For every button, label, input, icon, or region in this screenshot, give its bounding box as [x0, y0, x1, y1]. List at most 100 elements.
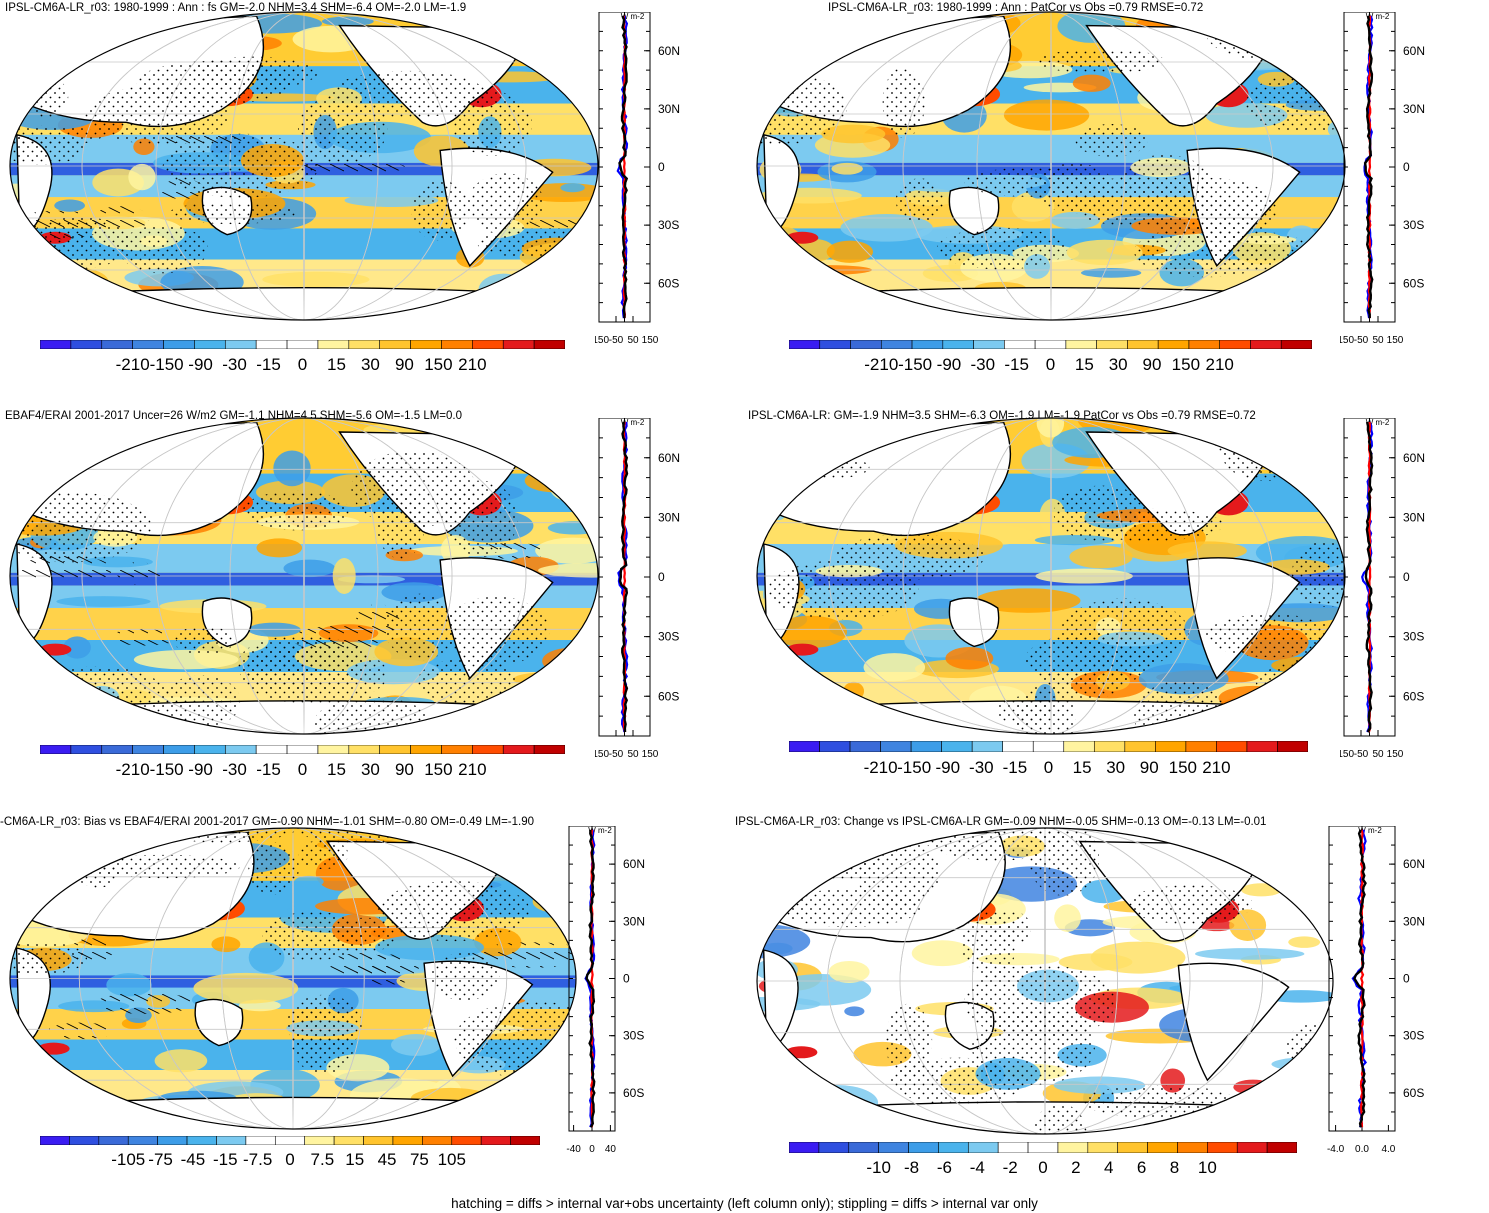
colorbar-label: -30	[969, 758, 994, 777]
map-border	[756, 827, 1334, 1135]
colorbar-swatch	[163, 340, 195, 349]
colorbar-swatch	[1032, 741, 1065, 752]
colorbar-label: 150	[1171, 355, 1201, 374]
panel-title: -CM6A-LR_r03: Bias vs EBAF4/ERAI 2001-20…	[0, 816, 535, 828]
continent-outline	[194, 998, 244, 1047]
colorbar-swatch	[911, 340, 944, 349]
colorbar-swatch	[1207, 1142, 1238, 1153]
world-map	[9, 11, 599, 321]
colorbar-swatch	[1188, 340, 1221, 349]
colorbar-label: 45	[377, 1150, 397, 1169]
panel-title: IPSL-CM6A-LR: GM=-1.9 NHM=3.5 SHM=-6.3 O…	[748, 410, 1256, 422]
colorbar-swatch	[194, 745, 226, 754]
profile-ytick: 30S	[623, 1029, 644, 1043]
profile-ytick: 60N	[1403, 44, 1425, 58]
colorbar-label: 150	[1168, 758, 1198, 777]
profile-ytick: 30S	[1403, 218, 1424, 232]
colorbar-swatch	[878, 1142, 909, 1153]
colorbar-swatch	[274, 1136, 306, 1145]
colorbar-swatch	[410, 340, 442, 349]
profile-xtick: 40	[605, 1144, 617, 1155]
colorbar-label: 0	[1038, 1158, 1048, 1177]
colorbar-swatch	[363, 1136, 394, 1145]
profile-xtick: 0.0	[1355, 1144, 1369, 1155]
colorbar-label: 30	[360, 760, 380, 779]
colorbar-label: 15	[327, 760, 346, 779]
profile-xtick: 150	[642, 749, 659, 760]
profile-ytick: 60N	[1403, 451, 1425, 465]
colorbar-swatch	[163, 745, 195, 754]
zonal-profile: -4.0 0.0 4.0 60N 30N 0 30S 60S W m-2	[1327, 826, 1425, 1155]
colorbar-swatch	[941, 741, 973, 752]
colorbar-label: -90	[188, 355, 213, 374]
colorbar-swatch	[971, 741, 1004, 752]
profile-unit: W m-2	[1366, 418, 1390, 427]
profile-xtick: 4.0	[1381, 1144, 1395, 1155]
colorbar-label: 90	[394, 760, 414, 779]
colorbar-label: 30	[360, 355, 380, 374]
colorbar-label: -2	[1002, 1158, 1018, 1177]
colorbar-label: -15	[256, 355, 281, 374]
colorbar-label: -8	[903, 1158, 920, 1177]
colorbar-swatch	[410, 745, 442, 754]
continent-outline	[948, 597, 1000, 648]
colorbar-label: 30	[1106, 758, 1126, 777]
colorbar-swatch	[1155, 741, 1187, 752]
colorbar-swatch	[286, 340, 319, 349]
colorbar-swatch	[849, 741, 881, 752]
profile-line-other	[1363, 15, 1374, 319]
map-border	[9, 11, 599, 321]
profile-ytick: 0	[658, 160, 665, 174]
colorbar-label: 0	[297, 760, 308, 779]
colorbar-swatch	[1236, 1142, 1268, 1153]
colorbar-label: 4	[1104, 1158, 1114, 1177]
colorbar-swatch	[379, 745, 411, 754]
colorbar	[789, 1142, 1297, 1153]
colorbar-label: -150	[149, 760, 184, 779]
profile-line-other	[618, 15, 629, 319]
profile-ytick: 30N	[1403, 914, 1425, 928]
profile-xtick: -40	[566, 1144, 581, 1155]
colorbar-label: 7.5	[310, 1150, 335, 1169]
profile-xtick: -50	[1354, 335, 1369, 346]
colorbar-label: 90	[394, 355, 414, 374]
profile-ytick: 0	[658, 570, 665, 584]
colorbar-swatch	[40, 745, 72, 754]
colorbar-swatch	[848, 1142, 879, 1153]
colorbar-label: 10	[1197, 1158, 1217, 1177]
profile-ytick: 30N	[1403, 102, 1425, 116]
profile-xtick: 50	[627, 335, 639, 346]
colorbar-swatch	[997, 1142, 1029, 1153]
colorbar-label: 150	[424, 760, 453, 779]
map-field	[10, 418, 598, 734]
colorbar-label: -15	[1002, 758, 1028, 777]
colorbar-swatch	[1117, 1142, 1148, 1153]
colorbar-label: 15	[345, 1150, 365, 1169]
colorbar-swatch	[1063, 741, 1095, 752]
profile-xtick: -50	[609, 335, 624, 346]
profile-ytick: 30S	[658, 218, 679, 232]
map-field	[10, 828, 576, 1129]
colorbar-swatch	[1034, 340, 1067, 349]
colorbar-swatch	[502, 340, 535, 349]
colorbar-swatch	[1177, 1142, 1208, 1153]
profile-ytick: 30S	[658, 630, 679, 644]
colorbar-label: 8	[1169, 1158, 1180, 1177]
colorbar-label: 0	[1045, 355, 1056, 374]
colorbar	[40, 1136, 540, 1145]
colorbar-swatch	[224, 340, 257, 349]
profile-line-other	[585, 829, 596, 1128]
colorbar-swatch	[1093, 741, 1126, 752]
colorbar-swatch	[938, 1142, 969, 1153]
profile-xtick: 150	[1387, 749, 1404, 760]
colorbar-swatch	[98, 1136, 129, 1145]
profile-xtick: 50	[1372, 335, 1384, 346]
colorbar-label: -105	[111, 1150, 146, 1169]
colorbar-swatch	[1065, 340, 1097, 349]
map-border	[9, 417, 599, 735]
footer-caption: hatching = diffs > internal var+obs unce…	[451, 1196, 1038, 1211]
colorbar-swatch	[441, 745, 473, 754]
profile-unit: W m-2	[1358, 826, 1382, 835]
colorbar-label: -45	[180, 1150, 206, 1169]
